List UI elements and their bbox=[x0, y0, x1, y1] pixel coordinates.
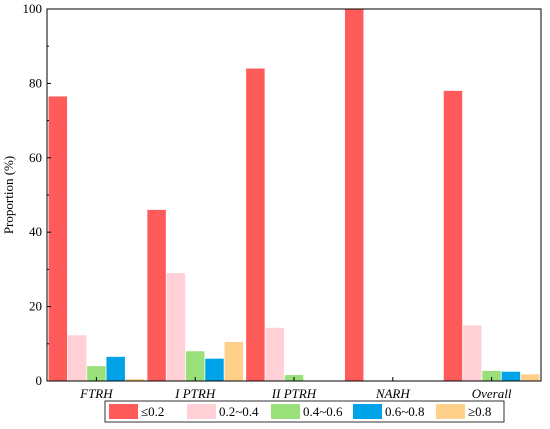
x-category-label: II PTRH bbox=[271, 386, 317, 401]
legend-swatch bbox=[271, 404, 300, 419]
x-category-label: FTRH bbox=[79, 386, 113, 401]
bar bbox=[344, 9, 364, 381]
bar bbox=[106, 356, 125, 381]
y-axis-title: Proportion (%) bbox=[1, 156, 16, 234]
y-tick-label: 60 bbox=[29, 150, 42, 165]
x-category-label: Overall bbox=[472, 386, 512, 401]
y-ticks: 0 20 40 60 80 100 bbox=[23, 1, 51, 388]
bars bbox=[48, 9, 540, 382]
y-tick-label: 80 bbox=[29, 75, 42, 90]
x-category-label: NARH bbox=[375, 386, 411, 401]
bar bbox=[87, 366, 106, 381]
legend-frame bbox=[104, 400, 505, 423]
bar bbox=[246, 68, 265, 382]
y-tick-label: 0 bbox=[36, 373, 43, 388]
bar bbox=[501, 371, 521, 381]
bar bbox=[463, 325, 482, 381]
legend-label: 0.4~0.6 bbox=[303, 404, 343, 419]
bar bbox=[205, 358, 224, 381]
plot-frame bbox=[46, 8, 542, 382]
bar bbox=[520, 374, 540, 381]
legend-swatch bbox=[436, 404, 465, 419]
legend-label: ≥0.8 bbox=[468, 404, 491, 419]
legend-swatch bbox=[187, 404, 216, 419]
bar bbox=[166, 273, 186, 381]
legend-swatch bbox=[109, 404, 138, 419]
bar bbox=[265, 327, 284, 381]
legend-swatch bbox=[353, 404, 382, 419]
bar bbox=[224, 341, 244, 381]
bar bbox=[482, 370, 501, 381]
bar bbox=[48, 96, 68, 382]
legend-label: 0.2~0.4 bbox=[219, 404, 259, 419]
bar bbox=[185, 351, 205, 381]
legend-label: ≤0.2 bbox=[141, 404, 164, 419]
y-tick-label: 40 bbox=[29, 224, 42, 239]
legend-label: 0.6~0.8 bbox=[385, 404, 425, 419]
bar bbox=[67, 335, 87, 381]
bar bbox=[443, 90, 463, 381]
y-tick-label: 20 bbox=[29, 299, 42, 314]
x-category-labels: FTRH I PTRH II PTRH NARH Overall bbox=[79, 377, 512, 401]
y-tick-label: 100 bbox=[23, 1, 43, 16]
legend: ≤0.2 0.2~0.4 0.4~0.6 0.6~0.8 ≥0.8 bbox=[104, 400, 505, 423]
bar bbox=[125, 379, 145, 381]
x-category-label: I PTRH bbox=[174, 386, 216, 401]
bar bbox=[147, 209, 166, 381]
